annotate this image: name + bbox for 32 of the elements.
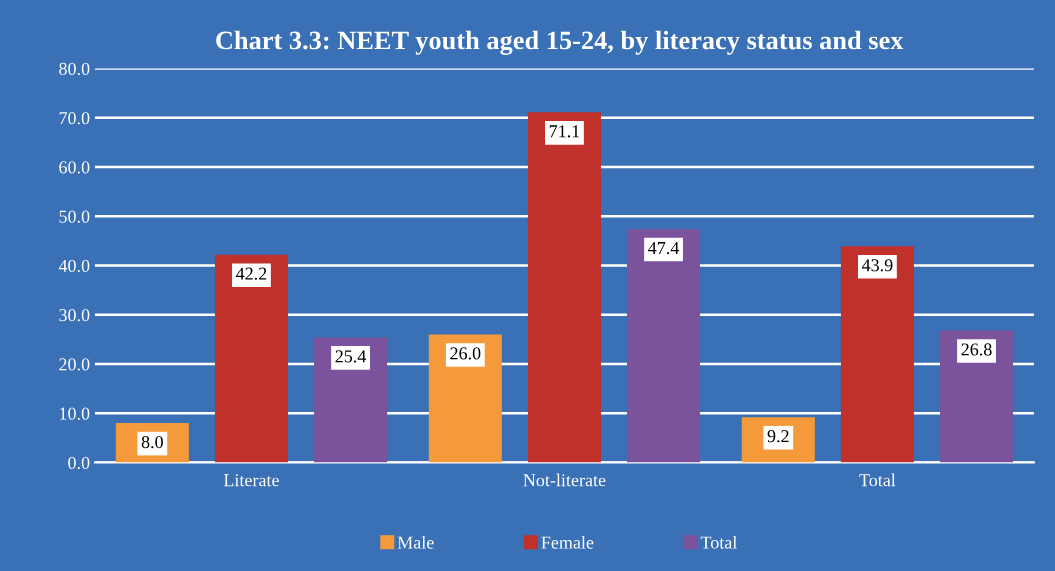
y-tick-label: 10.0 [60,407,90,420]
bar [214,254,288,463]
y-tick-label: 80.0 [59,62,90,76]
bar [940,330,1014,463]
chart-title: Chart 3.3: NEET youth aged 15-24, by literacy status and sex [216,30,904,55]
y-tick-label: 60.0 [59,161,90,174]
y-tick-label: 0.0 [68,456,90,470]
y-tick-label: 20.0 [59,358,90,371]
x-tick-label: Not-literate [523,473,606,487]
y-tick-label: 30.0 [59,309,90,322]
legend-label: Female [541,535,594,549]
y-tick-label: 50.0 [59,210,90,223]
y-tick-label: 70.0 [59,112,90,125]
bar [840,246,914,463]
x-tick-label: Literate [223,474,279,487]
bar [627,229,701,463]
legend-label: Male [397,535,434,549]
data-label: 9.2 [767,430,789,443]
legend-label: Total [700,535,737,549]
y-tick-label: 40.0 [58,259,90,273]
data-label: 43.9 [861,259,893,272]
data-label: 71.1 [549,125,580,138]
data-label: 26.8 [961,343,992,356]
data-label: 26.0 [450,347,481,360]
bar [314,337,388,463]
bar [527,112,601,463]
data-label: 8.0 [141,435,163,449]
data-label: 42.2 [236,267,267,280]
data-label: 47.4 [648,242,680,255]
bar [428,334,502,463]
x-tick-label: Total [859,473,896,487]
data-label: 25.4 [335,350,367,363]
